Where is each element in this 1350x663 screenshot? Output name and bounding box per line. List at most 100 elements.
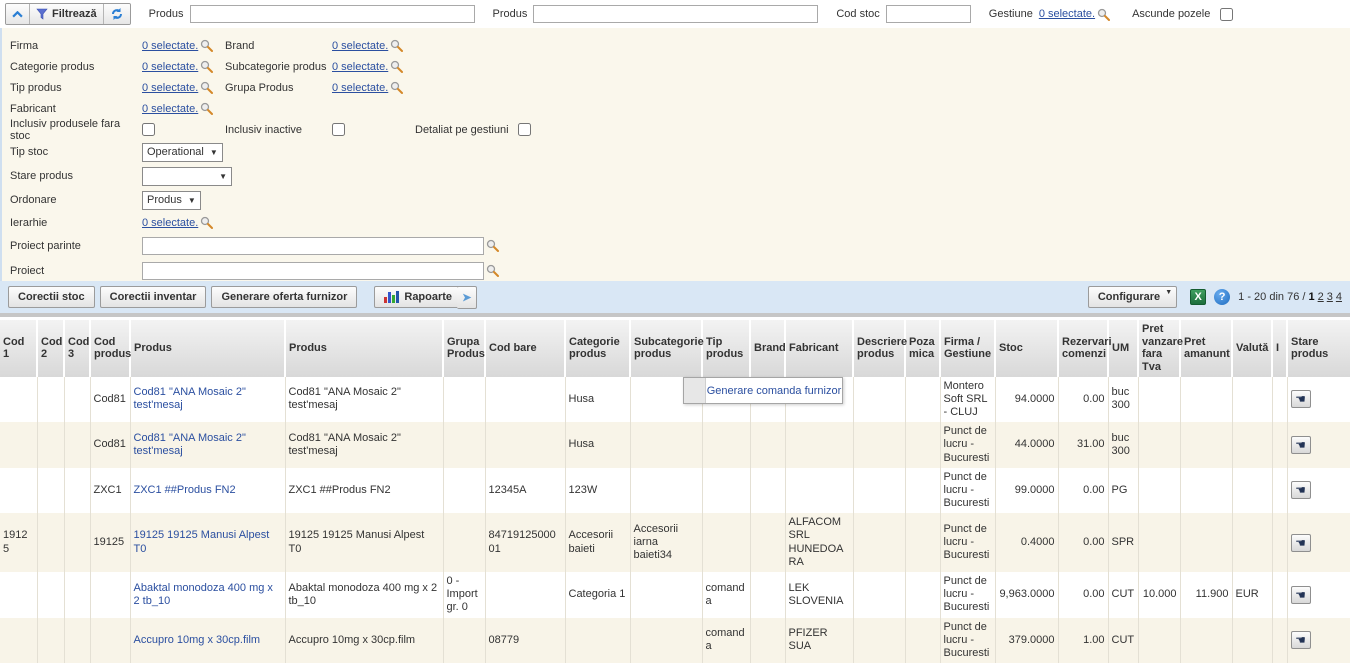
product-link[interactable]: Accupro 10mg x 30cp.film <box>133 633 261 646</box>
cell-cod1 <box>0 376 37 423</box>
refresh-button[interactable] <box>102 4 130 24</box>
search-icon[interactable] <box>1097 8 1111 21</box>
brand-selectate-link[interactable]: 0 selectate. <box>332 39 389 52</box>
table-row: Cod81 Cod81 "ANA Mosaic 2" test'mesaj Co… <box>0 376 1350 423</box>
col-header-cod1[interactable]: Cod 1 <box>0 320 37 377</box>
gestiune-selectate-link[interactable]: 0 selectate. <box>1038 8 1096 20</box>
cell-rezervari: 0.00 <box>1057 467 1108 514</box>
col-header-produs-2[interactable]: Produs <box>284 320 443 377</box>
product-link[interactable]: Cod81 "ANA Mosaic 2" test'mesaj <box>133 431 246 457</box>
col-header-cod2[interactable]: Cod 2 <box>36 320 64 377</box>
tip-produs-selectate-link[interactable]: 0 selectate. <box>142 81 199 94</box>
proiect-input[interactable] <box>142 261 484 280</box>
refresh-icon <box>111 8 122 20</box>
col-header-pret-vanzare[interactable]: Pret vanzare fara Tva <box>1137 320 1183 377</box>
stare-produs-button[interactable]: ☚ <box>1290 481 1311 500</box>
filtreaza-button[interactable]: Filtrează <box>29 4 103 24</box>
ordonare-select[interactable]: Produs ▼ <box>142 190 201 210</box>
search-icon[interactable] <box>200 60 214 73</box>
col-header-grupa-produs[interactable]: Grupa Produs <box>442 320 485 377</box>
search-icon[interactable] <box>200 102 214 115</box>
fabricant-selectate-link[interactable]: 0 selectate. <box>142 102 199 115</box>
search-icon[interactable] <box>200 216 214 229</box>
tip-produs-label: Tip produs <box>10 81 62 94</box>
stare-produs-button[interactable]: ☚ <box>1290 585 1311 604</box>
rapoarte-button[interactable]: Rapoarte <box>374 286 463 308</box>
detaliat-gestiuni-label: Detaliat pe gestiuni <box>415 123 509 136</box>
search-icon[interactable] <box>390 81 404 94</box>
cell-categorie: Accesorii baieti <box>564 513 630 572</box>
pagination-page-link[interactable]: 3 <box>1326 291 1333 303</box>
detaliat-gestiuni-checkbox[interactable] <box>518 123 531 136</box>
pagination-page-link[interactable]: 2 <box>1317 291 1324 303</box>
col-header-stoc[interactable]: Stoc <box>994 320 1058 377</box>
product-link[interactable]: ZXC1 ##Produs FN2 <box>133 483 236 496</box>
search-icon[interactable] <box>390 39 404 52</box>
cell-produs: Accupro 10mg x 30cp.film <box>284 617 443 663</box>
ascunde-pozele-checkbox[interactable] <box>1220 7 1234 21</box>
stare-produs-button[interactable]: ☚ <box>1290 390 1311 409</box>
collapse-panel-button[interactable] <box>6 4 29 24</box>
bar-chart-icon <box>384 291 400 303</box>
corectii-stoc-button[interactable]: Corectii stoc <box>8 286 95 308</box>
inclusiv-fara-stoc-checkbox[interactable] <box>142 123 155 136</box>
rapoarte-expand-button[interactable]: ➤ <box>457 285 478 309</box>
product-link[interactable]: Cod81 "ANA Mosaic 2" test'mesaj <box>133 386 246 412</box>
col-header-rezervari[interactable]: Rezervari comenzi <box>1057 320 1112 377</box>
corectii-inventar-button[interactable]: Corectii inventar <box>99 286 207 308</box>
col-header-um[interactable]: UM <box>1107 320 1138 377</box>
produs1-input[interactable] <box>189 5 475 23</box>
excel-export-icon[interactable]: X <box>1190 289 1207 305</box>
help-icon[interactable]: ? <box>1214 289 1231 305</box>
cell-firma: Punct de lucru - Bucuresti <box>939 467 995 514</box>
search-icon[interactable] <box>200 81 214 94</box>
cod-stoc-input[interactable] <box>885 5 971 23</box>
inclusiv-inactive-checkbox[interactable] <box>332 123 345 136</box>
proiect-parinte-input[interactable] <box>142 236 484 255</box>
stare-produs-button[interactable]: ☚ <box>1290 631 1311 650</box>
search-icon[interactable] <box>486 264 499 277</box>
col-header-descriere[interactable]: Descriere produs <box>852 320 907 377</box>
col-header-cod3[interactable]: Cod 3 <box>63 320 90 377</box>
col-header-valuta[interactable]: Valută <box>1231 320 1272 377</box>
generare-oferta-button[interactable]: Generare oferta furnizor <box>211 286 358 308</box>
categorie-selectate-link[interactable]: 0 selectate. <box>142 60 199 73</box>
col-header-categorie[interactable]: Categorie produs <box>564 320 630 377</box>
cell-produs: Abaktal monodoza 400 mg x 2 tb_10 <box>284 572 443 618</box>
firma-selectate-link[interactable]: 0 selectate. <box>142 39 199 52</box>
fabricant-label: Fabricant <box>10 102 56 115</box>
search-icon[interactable] <box>486 239 499 252</box>
pagination-page-link[interactable]: 4 <box>1335 291 1342 303</box>
col-header-firma-gestiune[interactable]: Firma / Gestiune <box>939 320 995 377</box>
product-link[interactable]: 19125 19125 Manusi Alpest T0 <box>133 529 270 555</box>
col-header-produs-1[interactable]: Produs <box>129 320 285 377</box>
col-header-stare-produs[interactable]: Stare produs <box>1286 320 1350 377</box>
col-header-fabricant[interactable]: Fabricant <box>784 320 853 377</box>
tip-stoc-select[interactable]: Operational ▼ <box>142 142 223 162</box>
produs2-label: Produs <box>492 8 528 20</box>
col-header-subcategorie[interactable]: Subcategorie produs <box>629 320 704 377</box>
col-header-cod-produs[interactable]: Cod produs <box>89 320 131 377</box>
cell-tip-produs: comanda <box>701 617 750 663</box>
col-header-poza-mica[interactable]: Poza mica <box>904 320 940 377</box>
ierarhie-selectate-link[interactable]: 0 selectate. <box>142 216 199 229</box>
cell-cod-produs: 19125 <box>89 513 130 572</box>
col-header-tip-produs[interactable]: Tip produs <box>701 320 750 377</box>
search-icon[interactable] <box>390 60 404 73</box>
product-link[interactable]: Abaktal monodoza 400 mg x 2 tb_10 <box>133 581 273 607</box>
cell-categorie: Husa <box>564 422 630 468</box>
search-icon[interactable] <box>200 39 214 52</box>
col-header-brand[interactable]: Brand <box>749 320 786 377</box>
grupa-selectate-link[interactable]: 0 selectate. <box>332 81 389 94</box>
stare-produs-button[interactable]: ☚ <box>1290 533 1311 552</box>
inclusiv-inactive-label: Inclusiv inactive <box>225 123 303 136</box>
stare-produs-button[interactable]: ☚ <box>1290 435 1311 454</box>
produs2-input[interactable] <box>533 5 819 23</box>
col-header-cod-bare[interactable]: Cod bare <box>484 320 565 377</box>
subcategorie-selectate-link[interactable]: 0 selectate. <box>332 60 389 73</box>
col-header-i[interactable]: I <box>1271 320 1287 377</box>
generare-comanda-furnizor-link[interactable]: Generare comanda furnizor <box>706 384 842 397</box>
configurare-button[interactable]: Configurare ▼ <box>1087 286 1178 308</box>
stare-produs-select[interactable]: ▼ <box>142 166 232 186</box>
col-header-pret-amanunt[interactable]: Pret amanunt <box>1179 320 1232 377</box>
